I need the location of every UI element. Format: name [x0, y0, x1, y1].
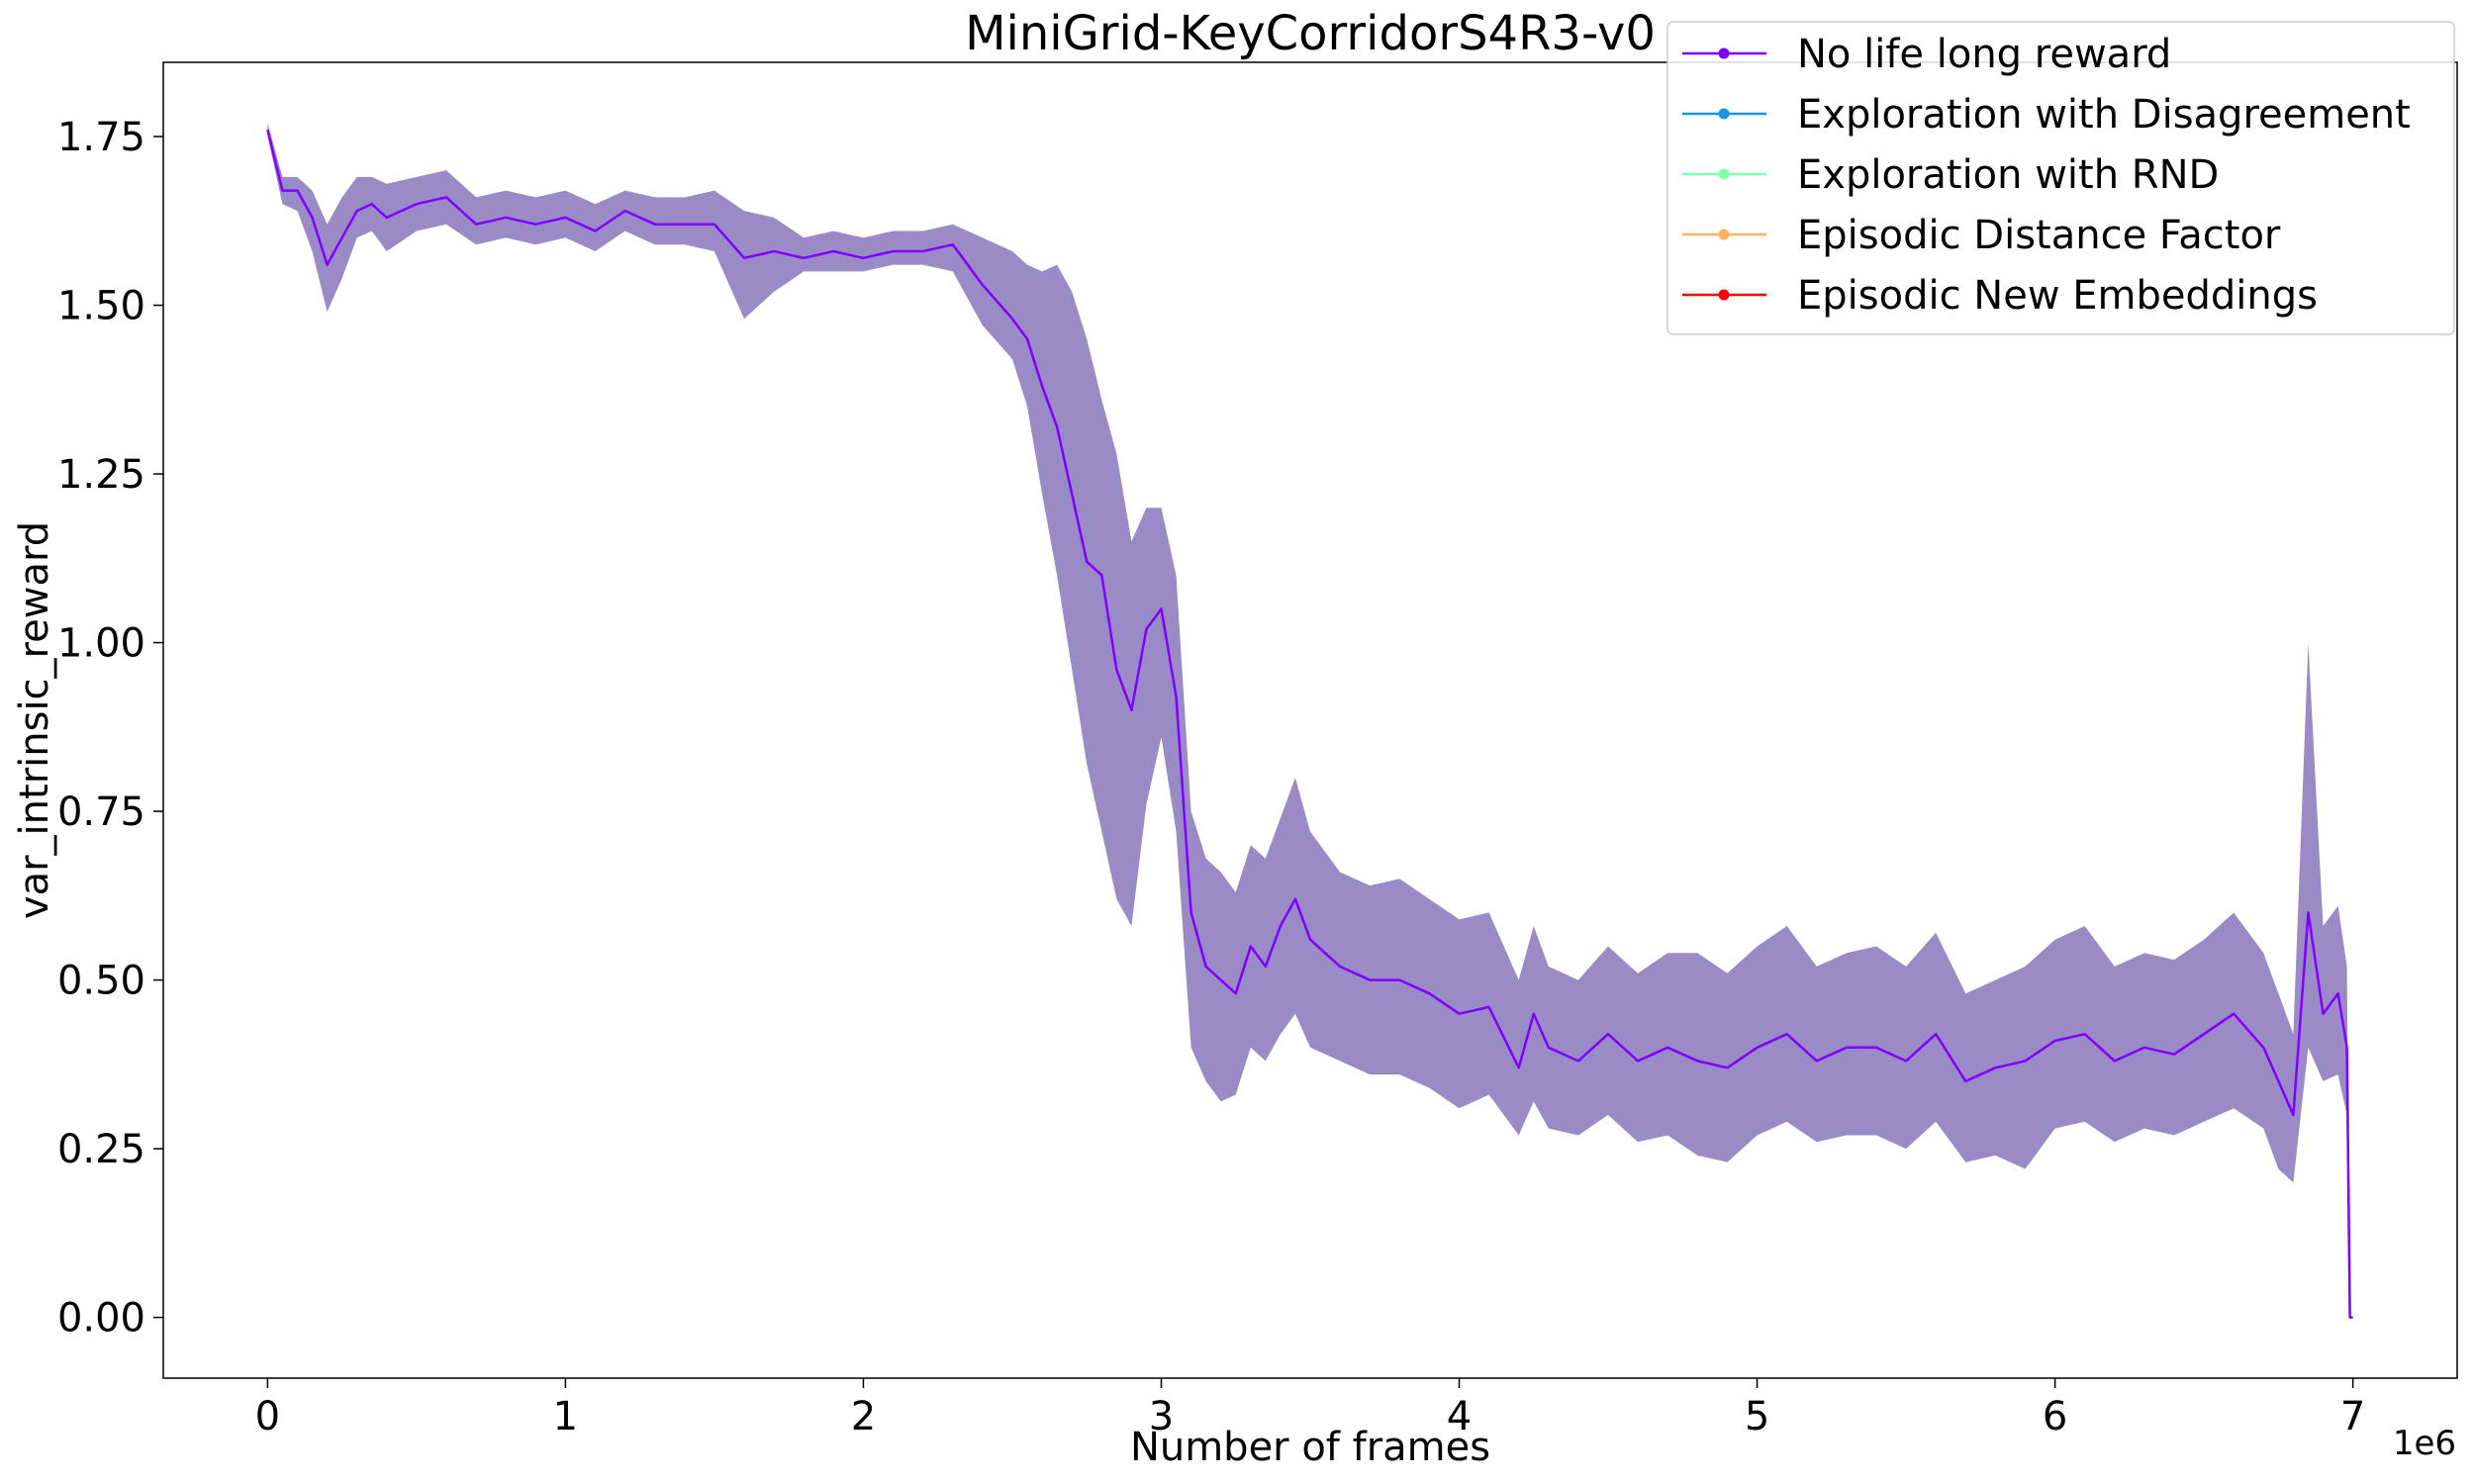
y-tick-label: 1.75 — [57, 115, 145, 160]
y-tick-label: 1.50 — [57, 284, 145, 329]
legend-marker-3 — [1718, 229, 1730, 240]
chart-title: MiniGrid-KeyCorridorS4R3-v0 — [965, 6, 1656, 61]
legend-label-2: Exploration with RND — [1797, 152, 2219, 198]
y-tick-label: 1.00 — [57, 621, 145, 667]
series-band-0 — [267, 123, 2353, 1318]
y-tick-label: 0.00 — [57, 1296, 145, 1342]
y-tick-label: 0.25 — [57, 1127, 145, 1172]
legend-marker-1 — [1718, 108, 1730, 120]
x-offset-label: 1e6 — [2393, 1424, 2456, 1463]
x-tick-label: 6 — [2043, 1394, 2067, 1439]
legend-marker-2 — [1718, 168, 1730, 180]
x-tick-label: 0 — [255, 1394, 280, 1439]
series-line-0 — [266, 129, 2353, 1319]
x-tick-label: 4 — [1447, 1394, 1472, 1439]
confidence-bands — [267, 123, 2353, 1318]
y-axis-label: var_intrinsic_reward — [12, 521, 57, 919]
x-tick-label: 3 — [1149, 1394, 1174, 1439]
x-tick-label: 7 — [2340, 1394, 2365, 1439]
y-tick-label: 0.50 — [57, 959, 145, 1004]
legend-marker-4 — [1718, 289, 1730, 301]
x-axis-label: Number of frames — [1130, 1425, 1490, 1470]
x-tick-label: 2 — [851, 1394, 876, 1439]
x-axis: 0 1 2 3 4 5 6 7 — [255, 1378, 2365, 1439]
x-tick-label: 5 — [1745, 1394, 1769, 1439]
legend-label-1: Exploration with Disagreement — [1797, 92, 2411, 138]
legend-label-3: Episodic Distance Factor — [1797, 213, 2281, 258]
x-tick-label: 1 — [553, 1394, 578, 1439]
legend-box — [1666, 21, 2455, 335]
plot-frame — [162, 61, 2458, 1379]
legend: No life long reward Exploration with Disa… — [1666, 21, 2455, 335]
legend-marker-0 — [1718, 47, 1730, 59]
legend-label-4: Episodic New Embeddings — [1797, 273, 2318, 319]
y-tick-label: 0.75 — [57, 789, 145, 835]
series-lines — [266, 129, 2353, 1319]
legend-label-0: No life long reward — [1797, 32, 2171, 77]
y-axis: 0.00 0.25 0.50 0.75 1.00 1.25 1.50 1.75 — [57, 115, 163, 1342]
y-tick-label: 1.25 — [57, 452, 145, 498]
